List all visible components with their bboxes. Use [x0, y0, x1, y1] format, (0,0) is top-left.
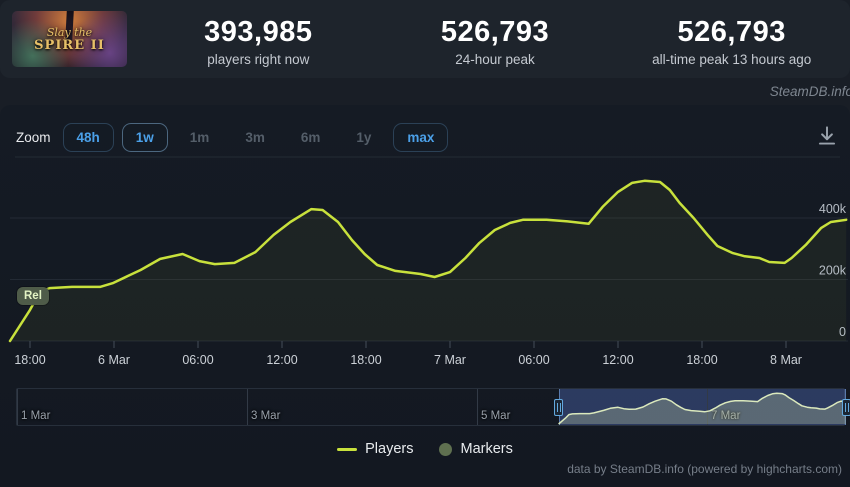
- game-title-line2: SPIRE II: [34, 37, 105, 53]
- zoom-button-1w[interactable]: 1w: [121, 122, 168, 152]
- navigator-date-label: 1 Mar: [21, 410, 51, 422]
- svg-text:12:00: 12:00: [602, 353, 633, 367]
- current-players-value: 393,985: [204, 15, 313, 48]
- stat-24h-peak: 526,793 24-hour peak: [377, 0, 614, 78]
- svg-text:400k: 400k: [819, 202, 847, 216]
- stat-current-players: 393,985 players right now: [140, 0, 377, 78]
- navigator-gridline: [477, 389, 478, 425]
- svg-text:06:00: 06:00: [518, 353, 549, 367]
- svg-text:18:00: 18:00: [686, 353, 717, 367]
- navigator-mini-chart: [558, 392, 846, 425]
- svg-text:18:00: 18:00: [350, 353, 381, 367]
- zoom-label: Zoom: [16, 129, 51, 145]
- stat-alltime-peak: 526,793 all-time peak 13 hours ago: [613, 0, 850, 78]
- navigator-right-handle[interactable]: [841, 399, 850, 416]
- players-line-chart[interactable]: 0 200k 400k 18:00 6 Mar 06:00 12:00 18:00 7 Mar 0…: [0, 105, 850, 487]
- svg-text:6 Mar: 6 Mar: [98, 353, 130, 367]
- legend-item-markers[interactable]: Markers: [439, 441, 513, 457]
- download-icon[interactable]: [814, 123, 840, 149]
- navigator-gridline: [247, 389, 248, 425]
- svg-text:8 Mar: 8 Mar: [770, 353, 802, 367]
- legend-item-players[interactable]: Players: [337, 441, 413, 457]
- game-title: Slay the SPIRE II: [12, 27, 127, 52]
- svg-text:06:00: 06:00: [182, 353, 213, 367]
- navigator-date-label: 5 Mar: [481, 410, 511, 422]
- zoom-toolbar: Zoom 48h 1w 1m 3m 6m 1y max: [16, 122, 449, 152]
- current-players-label: players right now: [207, 51, 310, 67]
- legend-players-label: Players: [365, 441, 414, 457]
- navigator-date-label: 7 Mar: [711, 410, 740, 422]
- zoom-button-6m: 6m: [287, 123, 335, 152]
- header: Slay the SPIRE II 393,985 players right …: [0, 0, 850, 78]
- peak-24h-label: 24-hour peak: [455, 51, 535, 67]
- legend-markers-label: Markers: [460, 441, 513, 457]
- chart-navigator[interactable]: 1 Mar 3 Mar 5 Mar 7 Mar: [16, 388, 850, 426]
- navigator-date-label: 3 Mar: [251, 410, 281, 422]
- svg-text:18:00: 18:00: [14, 353, 45, 367]
- players-line-swatch: [337, 447, 358, 451]
- zoom-button-max[interactable]: max: [393, 122, 449, 152]
- alltime-peak-label: all-time peak 13 hours ago: [652, 51, 812, 67]
- markers-dot-swatch: [439, 442, 453, 456]
- navigator-gridline: [17, 389, 18, 425]
- navigator-left-handle[interactable]: [554, 399, 564, 416]
- zoom-button-1m: 1m: [176, 123, 224, 152]
- game-title-line1: Slay the: [46, 26, 93, 39]
- highcharts-credits[interactable]: data by SteamDB.info (powered by highcha…: [567, 462, 842, 476]
- svg-text:7 Mar: 7 Mar: [434, 353, 466, 367]
- peak-24h-value: 526,793: [440, 15, 550, 48]
- svg-text:12:00: 12:00: [266, 353, 297, 367]
- svg-text:200k: 200k: [819, 264, 847, 278]
- steamdb-watermark: SteamDB.info: [769, 84, 850, 99]
- stats-row: 393,985 players right now 526,793 24-hou…: [140, 0, 850, 78]
- chart-panel: Zoom 48h 1w 1m 3m 6m 1y max 0 200k 400k 18:00 6 Ma…: [0, 105, 850, 487]
- navigator-gridline: [707, 389, 708, 425]
- game-capsule[interactable]: Slay the SPIRE II: [12, 11, 127, 67]
- alltime-peak-value: 526,793: [677, 15, 786, 48]
- zoom-button-48h[interactable]: 48h: [62, 122, 114, 152]
- zoom-button-1y: 1y: [342, 123, 385, 152]
- svg-text:0: 0: [839, 325, 846, 339]
- release-flag[interactable]: Rel: [17, 287, 49, 305]
- zoom-button-3m: 3m: [231, 123, 279, 152]
- chart-legend: Players Markers: [0, 441, 850, 457]
